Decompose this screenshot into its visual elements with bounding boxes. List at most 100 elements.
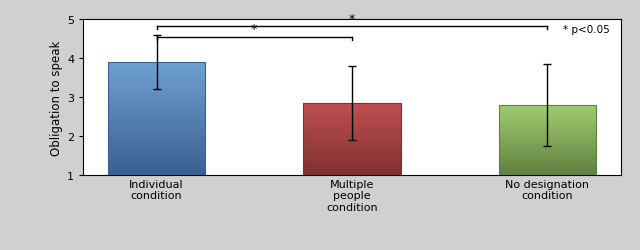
Bar (303, 169, 401, 170)
Bar (303, 139, 401, 140)
Bar (303, 120, 401, 121)
Bar (108, 85, 205, 86)
Bar (303, 173, 401, 174)
Bar (303, 164, 401, 165)
Bar (108, 63, 205, 175)
Bar (108, 154, 205, 155)
Bar (499, 106, 596, 107)
Bar (303, 133, 401, 134)
Bar (108, 111, 205, 112)
Bar (108, 74, 205, 75)
Bar (303, 123, 401, 124)
Bar (303, 174, 401, 175)
Bar (303, 135, 401, 136)
Bar (303, 126, 401, 127)
Bar (499, 162, 596, 163)
Bar (108, 160, 205, 162)
Bar (499, 121, 596, 122)
Bar (108, 64, 205, 65)
Bar (108, 168, 205, 170)
Bar (303, 107, 401, 108)
Bar (303, 162, 401, 163)
Bar (108, 88, 205, 90)
Bar (108, 147, 205, 148)
Bar (303, 167, 401, 168)
Bar (499, 143, 596, 144)
Bar (303, 159, 401, 160)
Bar (499, 160, 596, 161)
Bar (499, 125, 596, 126)
Bar (303, 147, 401, 148)
Bar (499, 172, 596, 173)
Bar (108, 142, 205, 144)
Bar (499, 109, 596, 110)
Bar (303, 124, 401, 125)
Bar (108, 163, 205, 164)
Bar (303, 106, 401, 107)
Bar (303, 144, 401, 145)
Bar (499, 122, 596, 123)
Bar (108, 120, 205, 121)
Bar (303, 151, 401, 152)
Bar (108, 80, 205, 82)
Text: *: * (251, 23, 257, 36)
Bar (303, 148, 401, 149)
Bar (108, 104, 205, 105)
Bar (108, 173, 205, 174)
Text: * p<0.05: * p<0.05 (563, 25, 610, 34)
Bar (499, 163, 596, 164)
Bar (499, 171, 596, 172)
Bar (499, 124, 596, 125)
Bar (108, 170, 205, 172)
Bar (303, 138, 401, 139)
Bar (499, 126, 596, 127)
Bar (108, 149, 205, 150)
Bar (499, 120, 596, 121)
Bar (499, 148, 596, 149)
Bar (303, 152, 401, 153)
Bar (108, 121, 205, 122)
Bar (108, 65, 205, 66)
Bar (108, 138, 205, 139)
Bar (499, 127, 596, 128)
Bar (499, 139, 596, 140)
Bar (499, 144, 596, 145)
Bar (108, 77, 205, 78)
Bar (303, 155, 401, 156)
Bar (303, 153, 401, 154)
Bar (303, 156, 401, 157)
Bar (499, 117, 596, 118)
Bar (108, 167, 205, 168)
Bar (303, 127, 401, 128)
Bar (108, 114, 205, 116)
Bar (108, 136, 205, 137)
Bar (303, 131, 401, 132)
Bar (303, 129, 401, 130)
Bar (303, 130, 401, 131)
Bar (108, 174, 205, 175)
Bar (499, 151, 596, 152)
Bar (108, 156, 205, 157)
Bar (108, 100, 205, 101)
Bar (108, 164, 205, 165)
Bar (499, 110, 596, 111)
Bar (499, 105, 596, 175)
Bar (108, 155, 205, 156)
Bar (108, 69, 205, 70)
Bar (108, 86, 205, 87)
Bar (499, 147, 596, 148)
Bar (108, 67, 205, 68)
Bar (108, 144, 205, 145)
Bar (108, 84, 205, 85)
Bar (303, 171, 401, 172)
Bar (499, 159, 596, 160)
Bar (108, 131, 205, 132)
Bar (303, 137, 401, 138)
Bar (303, 105, 401, 106)
Bar (303, 150, 401, 151)
Bar (108, 128, 205, 129)
Bar (303, 163, 401, 164)
Bar (303, 112, 401, 113)
Bar (303, 111, 401, 112)
Bar (108, 129, 205, 130)
